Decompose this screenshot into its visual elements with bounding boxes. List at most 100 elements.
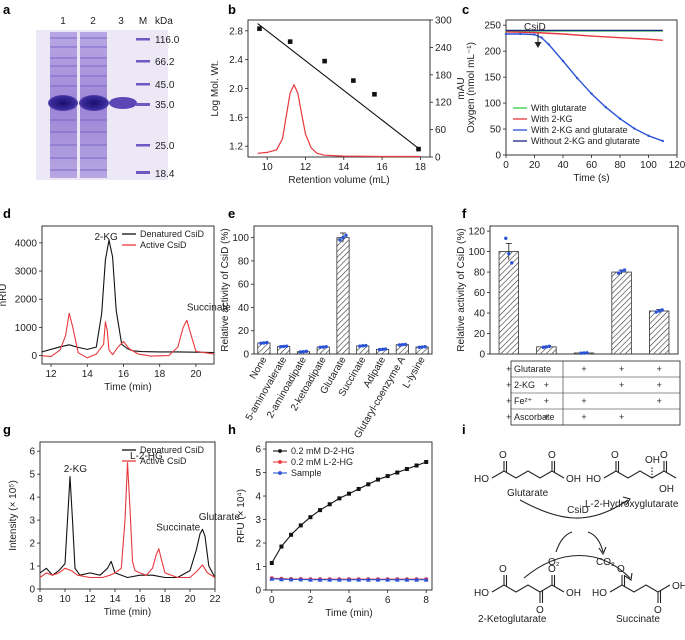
chart-h: 0 2 4 6 8 0 1 2 3 4 5 6 Time (min) RFU (× 10⁴) 0.2 mM … <box>236 441 433 619</box>
data-dot-f-3-2 <box>622 268 627 272</box>
y-tick-label-e-2: 40 <box>238 303 250 314</box>
x-tick-label-c-1: 20 <box>529 160 541 171</box>
oxygen-point-6 <box>576 76 579 80</box>
panel-i-label: i <box>462 422 466 437</box>
plot-frame-g <box>39 441 216 590</box>
x-tick-label-d-0: 12 <box>45 369 57 380</box>
table-cell-2-4: + <box>657 396 662 406</box>
y-tick-label-g-0: 0 <box>29 585 35 596</box>
y-axis-label-c: Oxygen (nmol mL⁻¹) <box>466 42 477 133</box>
y-tick-label-b-2: 2.0 <box>229 84 243 95</box>
lane-stripes <box>50 37 107 171</box>
marker-25: 25.0 <box>155 141 175 152</box>
glutarate-o-right: O <box>548 450 556 461</box>
panel-e-label: e <box>228 206 235 221</box>
ms-trace-1 <box>39 462 216 579</box>
rfu-marker-0-10 <box>366 482 371 487</box>
oxygen-point-10 <box>633 127 636 130</box>
data-dot-e-0-0 <box>259 341 263 345</box>
data-dot-e-0-2 <box>265 340 269 345</box>
data-dot-e-3-0 <box>318 345 322 350</box>
rfu-marker-0-16 <box>424 459 429 464</box>
standard-point-1 <box>287 39 293 44</box>
y-tick-label-f-3: 60 <box>474 288 486 299</box>
product-o-left: O <box>611 450 619 461</box>
y-tick-label-g-3: 3 <box>29 516 35 527</box>
rfu-marker-0-4 <box>308 515 313 520</box>
succinate-oh-right: OH <box>672 581 685 592</box>
marker-45: 45.0 <box>155 80 175 91</box>
marker-lane <box>136 38 150 174</box>
y-tick-label-e-5: 100 <box>232 233 249 244</box>
y-tick-label-c-5: 250 <box>484 21 501 32</box>
x-axis-label-c: Time (s) <box>573 173 609 184</box>
table-cell-2-1: + <box>544 396 549 406</box>
ketoglutarate-structure <box>491 575 565 603</box>
x-axis-label-d: Time (min) <box>104 382 151 393</box>
x-tick-label-h-3: 6 <box>385 595 391 606</box>
y-tick-label-b-1: 1.6 <box>229 113 243 124</box>
x-tick-label-g-6: 20 <box>184 594 196 605</box>
data-dot-e-4-0 <box>338 238 342 242</box>
table-cell-0-4: + <box>657 364 662 374</box>
csid-band-lane-3 <box>109 97 137 109</box>
marker-18: 18.4 <box>155 169 175 180</box>
data-dot-e-3-1 <box>321 345 325 349</box>
legend-label-c-3: Without 2-KG and glutarate <box>531 136 640 146</box>
cosubstrate-arrow-head <box>624 572 633 581</box>
data-dot-e-2-0 <box>298 350 303 354</box>
succinate-structure <box>609 575 671 603</box>
oxygen-point-0 <box>504 32 508 36</box>
legend-label-g-1: Active CsiD <box>140 456 187 466</box>
x-tick-label-g-7: 22 <box>209 594 221 605</box>
data-dot-e-6-0 <box>377 347 382 352</box>
y-tick-label-h-5: 5 <box>255 468 261 479</box>
x-axis-label-b: Retention volume (mL) <box>288 175 389 186</box>
product-oh-right: OH <box>659 484 674 495</box>
data-dot-f-1-0 <box>541 345 546 350</box>
x-tick-label-b-1: 12 <box>300 162 312 173</box>
panel-b-label: b <box>228 2 236 17</box>
table-cell-3-2: + <box>581 412 586 422</box>
glutarate-name: Glutarate <box>507 488 549 499</box>
y2-axis-label-b: mAU <box>456 77 467 99</box>
product-ho-left: HO <box>586 474 601 485</box>
standard-point-3 <box>351 78 356 83</box>
plot-frame-d <box>41 225 215 365</box>
y-tick-label-h-6: 6 <box>255 445 261 456</box>
rfu-marker-0-2 <box>289 532 294 537</box>
y-tick-label-d-2: 2000 <box>15 295 38 306</box>
table-cell-0-2: + <box>581 364 586 374</box>
main-reaction-arrow <box>519 499 629 519</box>
oxygen-point-4 <box>547 43 550 46</box>
elution-profile-line <box>257 83 421 158</box>
legend-label-d-0: Denatured CsiD <box>140 229 205 239</box>
bar-f-4 <box>649 310 670 355</box>
data-dot-e-4-1 <box>341 235 345 240</box>
y2-tick-label-b-4: 240 <box>435 43 452 54</box>
legend-marker-h-2 <box>278 471 282 475</box>
csid-arrow-label: CsiD <box>524 22 546 33</box>
panel-d-label: d <box>3 206 11 221</box>
x-tick-label-c-0: 0 <box>503 160 509 171</box>
rfu-marker-2-10 <box>365 577 371 582</box>
data-dot-f-0-1 <box>507 251 511 256</box>
lane-label-m: M <box>139 16 147 27</box>
oxygen-point-7 <box>590 92 593 95</box>
rfu-marker-0-8 <box>347 491 351 496</box>
x-tick-label-g-5: 18 <box>159 594 171 605</box>
succinate-ho-left: HO <box>592 588 607 599</box>
chart-c: 0 20 40 60 80 100 120 0 50 100 150 200 250 Time (s) Ox… <box>466 19 685 184</box>
csid-band-lane-1 <box>48 95 78 111</box>
legend-label-c-1: With 2-KG <box>531 114 573 124</box>
chart-d: 12 14 16 18 20 0 1000 2000 3000 4000 Time (min) nRI… <box>0 225 231 393</box>
rfu-marker-2-9 <box>356 577 362 582</box>
oxygen-point-9 <box>618 117 622 120</box>
succinate-o-right: O <box>654 605 662 616</box>
calibration-fit-line <box>257 23 421 151</box>
panel-f-label: f <box>462 206 467 221</box>
legend-marker-h-0 <box>278 449 282 453</box>
y-tick-label-c-0: 0 <box>495 151 501 162</box>
